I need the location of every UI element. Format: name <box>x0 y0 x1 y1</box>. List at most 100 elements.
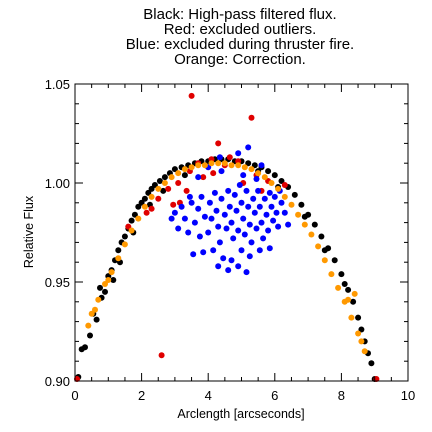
series-4-point-20 <box>208 160 215 167</box>
series-3-point-43 <box>260 235 267 242</box>
series-3-point-17 <box>215 223 222 230</box>
series-1-point-45 <box>291 191 298 198</box>
series-1-point-46 <box>298 201 305 208</box>
series-4-point-22 <box>221 160 228 167</box>
series-4-point-39 <box>335 284 342 291</box>
series-4-point-29 <box>268 180 275 186</box>
x-axis-label: Arclength [arcseconds] <box>177 407 304 421</box>
series-3-point-38 <box>251 209 258 216</box>
series-2-point-4 <box>158 352 165 359</box>
series-4-point-31 <box>281 193 288 200</box>
series-3-point-23 <box>226 203 233 210</box>
series-4-point-6 <box>115 255 122 262</box>
series-4-point-37 <box>321 257 328 264</box>
series-3-point-42 <box>258 219 265 226</box>
series-4-point-13 <box>161 180 168 186</box>
series-4-point-18 <box>195 162 202 169</box>
series-3-point-15 <box>211 189 218 196</box>
series-4-point-16 <box>181 166 188 173</box>
series-3-point-20 <box>221 211 228 218</box>
series-3-point-76 <box>186 193 193 200</box>
series-3-point-78 <box>168 215 175 222</box>
series-2-point-23 <box>226 154 233 161</box>
series-4-point-15 <box>175 170 182 177</box>
series-4-point-21 <box>215 160 222 167</box>
y-tick-label: 1.00 <box>45 176 70 191</box>
series-2-point-6 <box>215 140 222 147</box>
series-2-point-27 <box>210 170 217 177</box>
series-3-point-45 <box>263 211 270 218</box>
series-3-point-8 <box>195 205 202 212</box>
series-2-point-22 <box>200 174 207 181</box>
series-1-point-48 <box>311 221 318 228</box>
series-3-point-28 <box>235 227 242 234</box>
series-1-point-39 <box>251 162 258 169</box>
series-4-point-10 <box>141 203 148 210</box>
series-3-point-19 <box>218 195 225 202</box>
title-line-2: Red: excluded outliers. <box>164 21 317 38</box>
series-4-point-25 <box>241 164 248 171</box>
x-tick-label: 6 <box>271 388 278 403</box>
series-3-point-7 <box>191 219 198 226</box>
series-3-point-53 <box>278 199 285 206</box>
series-3-point-69 <box>195 174 202 181</box>
series-2-point-12 <box>170 201 177 208</box>
x-tick-label: 2 <box>138 388 145 403</box>
series-3-point-72 <box>253 176 260 182</box>
series-3-point-29 <box>236 182 243 188</box>
series-1-point-21 <box>145 189 152 196</box>
x-tick-label: 8 <box>338 388 345 403</box>
series-3-point-22 <box>225 187 232 194</box>
series-1-point-27 <box>171 166 178 173</box>
series-3-point-57 <box>200 249 207 256</box>
series-2-point-9 <box>165 185 172 192</box>
series-1-point-59 <box>368 360 375 367</box>
series-3-point-32 <box>241 231 248 238</box>
series-3-point-59 <box>220 255 227 262</box>
series-1-point-52 <box>338 271 345 278</box>
series-4-point-9 <box>135 215 142 222</box>
series-1-point-61 <box>110 277 117 283</box>
series-1-point-56 <box>358 326 365 333</box>
series-3-point-3 <box>178 203 185 210</box>
series-3-point-31 <box>240 215 247 222</box>
series-3-point-68 <box>215 263 222 270</box>
series-3-point-18 <box>216 239 223 246</box>
series-1-point-3 <box>82 344 88 351</box>
series-1-point-42 <box>271 172 278 179</box>
series-4-point-32 <box>288 201 295 208</box>
series-3-point-34 <box>245 203 252 210</box>
series-3-point-60 <box>228 257 235 264</box>
series-1-point-6 <box>93 316 100 323</box>
series-1-point-41 <box>265 168 272 175</box>
series-4-point-26 <box>248 166 255 173</box>
series-1-point-70 <box>321 247 328 254</box>
series-4-point-30 <box>275 185 282 192</box>
series-3-point-44 <box>261 195 268 202</box>
series-4-point-48 <box>345 296 352 303</box>
series-1-point-8 <box>102 288 108 295</box>
series-1-point-16 <box>128 217 135 224</box>
series-4-point-14 <box>168 174 175 181</box>
series-3-point-39 <box>253 225 260 232</box>
series-1-point-51 <box>331 257 338 264</box>
title-line-4: Orange: Correction. <box>174 51 306 68</box>
series-3-point-56 <box>190 251 197 258</box>
series-4-point-44 <box>361 348 368 355</box>
series-1-point-19 <box>138 199 145 206</box>
series-4-point-12 <box>155 185 162 192</box>
series-3-point-13 <box>206 199 213 206</box>
series-1-point-66 <box>181 172 188 179</box>
series-3-point-35 <box>246 221 253 228</box>
series-3-point-46 <box>265 227 272 234</box>
series-3-point-4 <box>181 215 188 222</box>
series-3-point-47 <box>266 189 273 196</box>
series-4-point-41 <box>348 314 355 321</box>
series-3-point-9 <box>196 233 203 240</box>
series-4-point-43 <box>358 338 365 345</box>
y-tick-label: 1.05 <box>45 77 70 92</box>
series-3-point-58 <box>210 247 217 254</box>
series-2-point-10 <box>175 180 182 186</box>
axis-ticks-layer: 0 2 4 6 8 10 0.90 0.95 1.00 1.05 <box>45 77 416 403</box>
series-3-point-51 <box>273 209 280 216</box>
